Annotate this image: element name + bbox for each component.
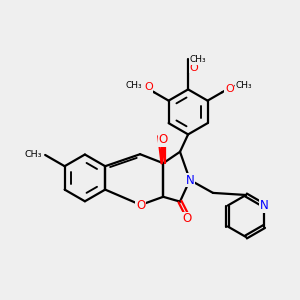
- Text: N: N: [185, 173, 194, 187]
- Text: N: N: [260, 199, 268, 212]
- Text: O: O: [225, 84, 234, 94]
- Text: O: O: [136, 199, 145, 212]
- Text: CH₃: CH₃: [25, 150, 43, 159]
- Text: O: O: [190, 62, 199, 73]
- Text: O: O: [159, 133, 168, 146]
- Text: O: O: [182, 212, 191, 226]
- Text: CH₃: CH₃: [236, 81, 252, 90]
- Text: CH₃: CH₃: [125, 81, 142, 90]
- Text: CH₃: CH₃: [189, 55, 206, 64]
- Text: O: O: [144, 82, 153, 92]
